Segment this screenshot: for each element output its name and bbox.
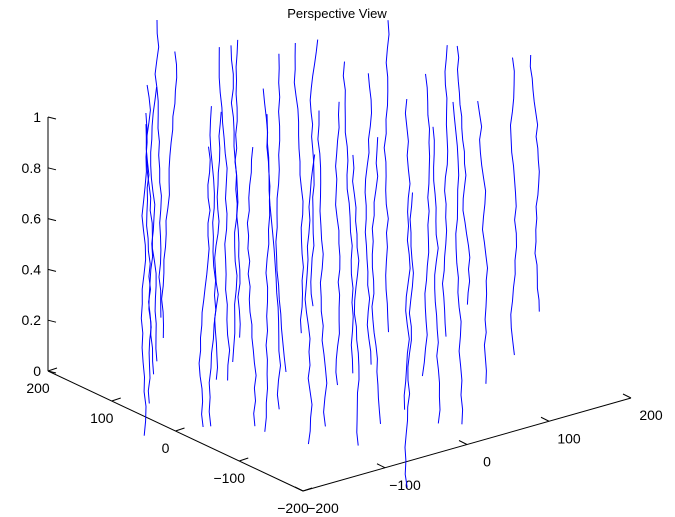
series-trace (335, 101, 341, 386)
y-tick-label: 200 (26, 380, 50, 396)
series-trace (304, 154, 316, 445)
x-tick-label: −200 (307, 500, 339, 516)
series-trace (140, 112, 148, 436)
series-trace (309, 39, 319, 307)
z-tick-label: 0.2 (22, 312, 42, 328)
y-tick-mark (175, 427, 185, 432)
series-trace (214, 111, 222, 380)
y-tick-mark (111, 397, 121, 402)
series-trace (264, 114, 271, 432)
x-tick-mark (376, 463, 386, 469)
z-tick-mark (47, 218, 57, 222)
series-trace (198, 146, 211, 428)
series-trace (509, 57, 518, 356)
z-tick-mark (47, 167, 57, 171)
chart-title: Perspective View (287, 6, 387, 21)
series-trace (404, 192, 414, 488)
series-trace (364, 73, 373, 365)
series-trace (246, 147, 257, 427)
series-trace (477, 101, 489, 384)
y-tick-label: 0 (162, 440, 170, 456)
data-traces (140, 19, 540, 488)
z-tick-label: 0 (33, 363, 41, 379)
x-tick-label: 100 (557, 430, 581, 446)
series-trace (154, 19, 162, 318)
z-tick-mark (47, 319, 57, 323)
y-tick-mark (302, 487, 313, 492)
y-tick-label: −100 (213, 470, 245, 486)
series-trace (234, 39, 241, 338)
series-trace (421, 73, 431, 377)
series-trace (230, 45, 238, 363)
series-trace (371, 137, 381, 424)
series-trace (293, 42, 304, 334)
series-trace (317, 110, 328, 427)
series-trace (145, 124, 152, 404)
x-tick-label: 200 (639, 407, 663, 423)
series-trace (383, 20, 390, 333)
x-tick-label: 0 (483, 454, 491, 470)
series-trace (441, 45, 449, 337)
series-trace (262, 88, 282, 410)
z-tick-mark (47, 268, 57, 272)
z-tick-mark (47, 370, 57, 374)
z-tick-label: 0.4 (22, 261, 42, 277)
x-tick-mark (458, 440, 468, 445)
x-tick-mark (294, 486, 304, 492)
z-tick-label: 0.8 (22, 160, 42, 176)
series-trace (161, 51, 178, 339)
z-tick-label: 1 (33, 109, 41, 125)
y-tick-label: −200 (277, 500, 309, 516)
series-trace (218, 47, 231, 381)
x-ticks: −200 −100 0 100 200 (294, 393, 663, 516)
z-tick-label: 0.6 (22, 211, 42, 227)
x-tick-mark (540, 416, 550, 422)
series-trace (452, 101, 464, 425)
series-trace (342, 61, 354, 374)
y-tick-mark (239, 457, 249, 462)
series-trace (456, 45, 471, 305)
y-tick-label: 100 (90, 410, 114, 426)
z-ticks: 0 0.2 0.4 0.6 0.8 1 (22, 109, 57, 379)
series-trace (529, 54, 540, 312)
series-trace (145, 84, 158, 362)
x-tick-label: −100 (389, 477, 421, 493)
x-tick-mark (622, 393, 632, 399)
y-ticks: 200 100 0 −100 −200 (26, 367, 313, 516)
z-tick-mark (47, 116, 57, 120)
series-trace (208, 106, 217, 427)
series-trace (352, 154, 360, 446)
series-trace (432, 126, 441, 424)
series-trace (275, 53, 287, 373)
y-tick-mark (47, 367, 58, 372)
series-trace (403, 98, 411, 410)
